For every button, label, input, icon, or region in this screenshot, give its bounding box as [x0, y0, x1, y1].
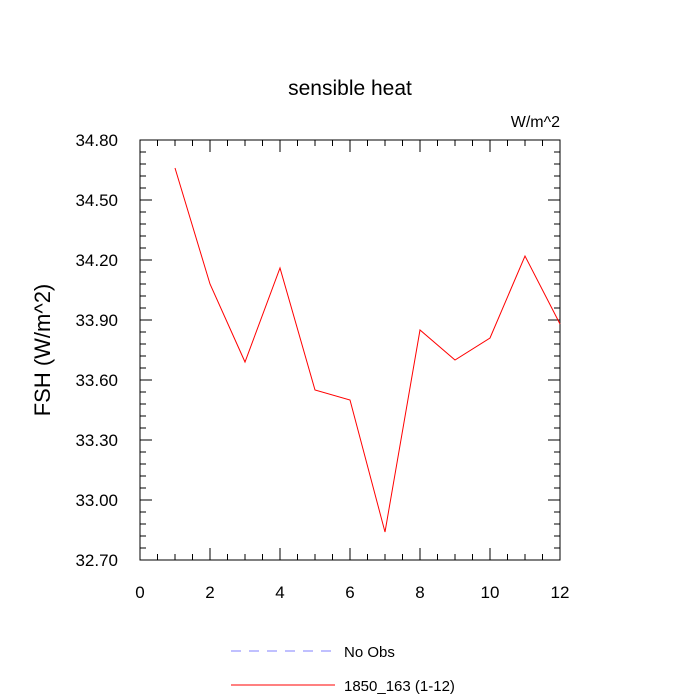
series-layer [174, 167, 561, 533]
series-line [174, 167, 561, 533]
x-tick-label: 12 [551, 583, 570, 602]
x-tick-label: 8 [415, 583, 424, 602]
y-tick-label: 33.90 [75, 311, 118, 330]
legend-label: 1850_163 (1-12) [344, 678, 455, 695]
x-tick-label: 0 [135, 583, 144, 602]
legend: No Obs 1850_163 (1-12) [231, 644, 455, 695]
x-tick-label: 4 [275, 583, 284, 602]
units-label: W/m^2 [511, 114, 560, 131]
legend-label: No Obs [344, 644, 395, 661]
y-tick-label: 33.60 [75, 371, 118, 390]
y-tick-label: 34.50 [75, 191, 118, 210]
y-tick-label: 32.70 [75, 551, 118, 570]
chart-title: sensible heat [288, 77, 412, 100]
plot-frame [139, 139, 561, 561]
y-tick-label: 34.80 [75, 131, 118, 150]
y-tick-label: 33.00 [75, 491, 118, 510]
y-tick-label: 34.20 [75, 251, 118, 270]
y-tick-label: 33.30 [75, 431, 118, 450]
x-tick-label: 6 [345, 583, 354, 602]
y-axis-label: FSH (W/m^2) [30, 284, 55, 417]
x-tick-label: 10 [481, 583, 500, 602]
x-tick-label: 2 [205, 583, 214, 602]
x-tick-labels: 0 2 4 6 8 10 12 [135, 583, 569, 602]
axis-ticks [139, 139, 561, 561]
y-tick-labels: 32.70 33.00 33.30 33.60 33.90 34.20 34.50 34.80 [75, 131, 118, 570]
